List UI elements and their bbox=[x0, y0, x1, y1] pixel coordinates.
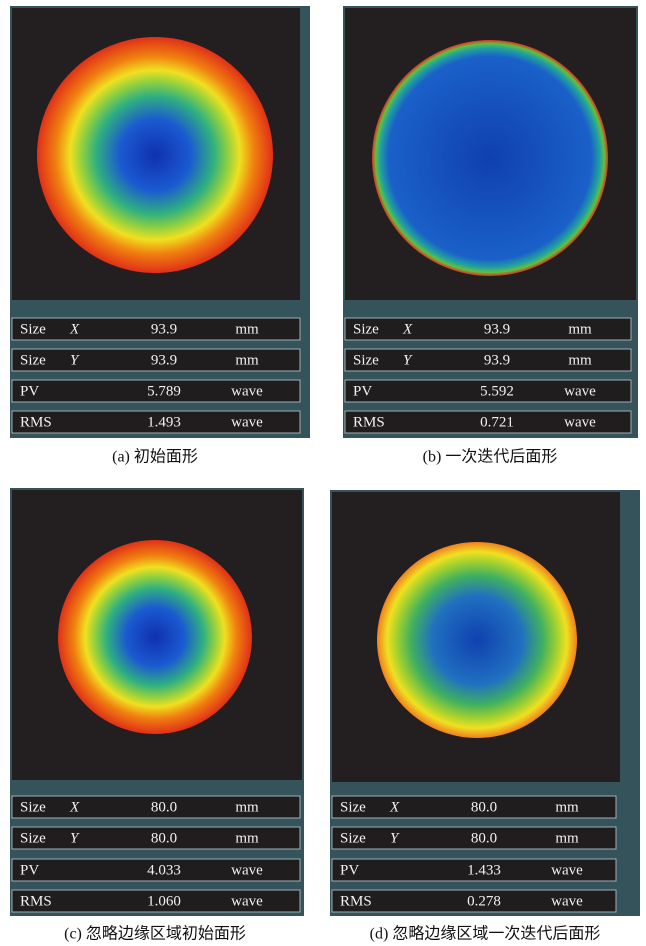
row-label: RMS bbox=[353, 414, 385, 430]
row-value: 80.0 bbox=[151, 799, 177, 815]
row-label: RMS bbox=[20, 893, 52, 909]
row-value: 80.0 bbox=[151, 830, 177, 846]
row-label: PV bbox=[353, 383, 372, 399]
row-axis: X bbox=[402, 321, 413, 337]
row-axis: X bbox=[69, 799, 80, 815]
caption: (d) 忽略边缘区域一次迭代后面形 bbox=[370, 925, 601, 943]
row-unit: mm bbox=[235, 799, 259, 815]
row-value: 5.592 bbox=[480, 383, 514, 399]
row-unit: mm bbox=[568, 321, 592, 337]
row-value: 1.493 bbox=[147, 414, 181, 430]
row-unit: wave bbox=[231, 383, 263, 399]
row-label: PV bbox=[340, 862, 359, 878]
figure: SizeX93.9mmSizeY93.9mmPV5.789waveRMS1.49… bbox=[0, 0, 646, 946]
row-label: PV bbox=[20, 383, 39, 399]
row-label: RMS bbox=[20, 414, 52, 430]
row-unit: mm bbox=[568, 352, 592, 368]
row-label: Size bbox=[20, 352, 46, 368]
caption: (b) 一次迭代后面形 bbox=[423, 448, 558, 466]
row-value: 93.9 bbox=[484, 352, 510, 368]
row-unit: wave bbox=[551, 893, 583, 909]
row-label: Size bbox=[353, 352, 379, 368]
surface-plot bbox=[37, 37, 273, 273]
row-label: Size bbox=[340, 830, 366, 846]
row-value: 1.060 bbox=[147, 893, 181, 909]
row-unit: wave bbox=[551, 862, 583, 878]
row-label: Size bbox=[20, 321, 46, 337]
row-unit: mm bbox=[235, 352, 259, 368]
row-value: 80.0 bbox=[471, 830, 497, 846]
row-label: Size bbox=[340, 799, 366, 815]
row-unit: wave bbox=[231, 893, 263, 909]
row-label: Size bbox=[353, 321, 379, 337]
caption: (a) 初始面形 bbox=[112, 448, 198, 466]
row-unit: wave bbox=[564, 383, 596, 399]
row-value: 1.433 bbox=[467, 862, 501, 878]
surface-plot bbox=[377, 542, 577, 738]
surface-plot bbox=[58, 540, 252, 734]
row-unit: mm bbox=[555, 830, 579, 846]
row-label: RMS bbox=[340, 893, 372, 909]
row-unit: wave bbox=[231, 862, 263, 878]
row-value: 5.789 bbox=[147, 383, 181, 399]
row-label: PV bbox=[20, 862, 39, 878]
surface-plot bbox=[372, 40, 608, 276]
row-axis: X bbox=[69, 321, 80, 337]
row-unit: mm bbox=[235, 830, 259, 846]
row-value: 0.278 bbox=[467, 893, 501, 909]
row-unit: wave bbox=[231, 414, 263, 430]
row-value: 93.9 bbox=[151, 321, 177, 337]
row-unit: mm bbox=[235, 321, 259, 337]
row-value: 80.0 bbox=[471, 799, 497, 815]
row-label: Size bbox=[20, 799, 46, 815]
row-value: 93.9 bbox=[484, 321, 510, 337]
row-value: 93.9 bbox=[151, 352, 177, 368]
row-unit: mm bbox=[555, 799, 579, 815]
page: {"panels": [ {"caption": "(a) 初始面形", "ro… bbox=[0, 0, 646, 946]
caption: (c) 忽略边缘区域初始面形 bbox=[64, 925, 246, 943]
row-value: 4.033 bbox=[147, 862, 181, 878]
row-value: 0.721 bbox=[480, 414, 514, 430]
row-axis: X bbox=[389, 799, 400, 815]
row-label: Size bbox=[20, 830, 46, 846]
row-unit: wave bbox=[564, 414, 596, 430]
